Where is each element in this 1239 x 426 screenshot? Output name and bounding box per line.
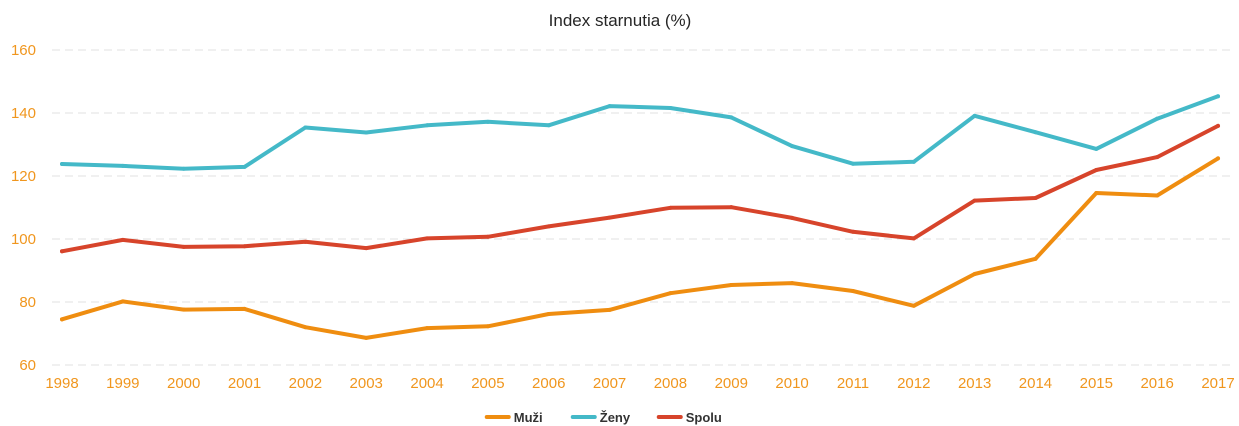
x-tick-label: 2000 xyxy=(167,375,200,392)
data-point xyxy=(546,224,551,229)
data-point xyxy=(668,291,673,296)
x-tick-label: 2011 xyxy=(837,375,869,392)
data-point xyxy=(425,236,430,241)
data-point xyxy=(546,123,551,128)
x-tick-label: 2013 xyxy=(958,375,991,392)
data-point xyxy=(790,144,795,149)
x-tick-label: 2006 xyxy=(532,375,565,392)
data-point xyxy=(364,130,369,135)
data-point xyxy=(1033,130,1038,135)
data-point xyxy=(60,249,64,254)
data-point xyxy=(972,198,977,203)
series-line-1 xyxy=(60,94,1220,171)
x-tick-label: 2001 xyxy=(228,375,261,392)
data-point xyxy=(425,326,430,331)
gridlines xyxy=(52,49,1230,366)
y-tick-label: 140 xyxy=(11,105,36,122)
x-tick-label: 2002 xyxy=(289,375,322,392)
data-point xyxy=(1155,193,1160,198)
x-tick-label: 2008 xyxy=(654,375,687,392)
y-tick-label: 160 xyxy=(11,42,36,59)
x-tick-label: 2005 xyxy=(471,375,504,392)
data-point xyxy=(607,104,612,109)
data-point xyxy=(1155,155,1160,160)
data-point xyxy=(729,282,734,287)
x-tick-label: 1999 xyxy=(106,375,139,392)
data-point xyxy=(303,325,308,330)
data-point xyxy=(181,244,186,249)
data-point xyxy=(60,317,64,322)
data-point xyxy=(790,215,795,220)
legend-label: Spolu xyxy=(686,410,722,425)
series-line-0 xyxy=(60,156,1220,340)
data-point xyxy=(242,164,247,169)
data-point xyxy=(911,236,916,241)
x-tick-label: 2007 xyxy=(593,375,626,392)
data-point xyxy=(242,306,247,311)
data-point xyxy=(181,307,186,312)
x-tick-label: 2017 xyxy=(1201,375,1234,392)
data-point xyxy=(1094,168,1099,173)
data-point xyxy=(1216,156,1220,161)
x-tick-label: 2003 xyxy=(350,375,383,392)
data-point xyxy=(1216,123,1220,128)
series-lines xyxy=(60,94,1220,340)
data-point xyxy=(1033,196,1038,201)
data-point xyxy=(972,113,977,118)
data-point xyxy=(1094,146,1099,151)
data-point xyxy=(120,237,125,242)
legend-label: Ženy xyxy=(600,410,631,425)
x-tick-label: 2015 xyxy=(1080,375,1113,392)
data-point xyxy=(242,244,247,249)
data-point xyxy=(1033,256,1038,261)
x-tick-label: 2014 xyxy=(1019,375,1052,392)
x-axis-ticks: 1998 1999 2000 2001 2002 2003 2004 2005 2006 2007… xyxy=(45,375,1234,392)
data-point xyxy=(1094,191,1099,196)
legend-label: Muži xyxy=(514,410,543,425)
y-axis-ticks: 60 80 100 120 140 160 xyxy=(11,42,36,374)
series-line-2 xyxy=(60,123,1220,254)
data-point xyxy=(668,205,673,210)
data-point xyxy=(1155,116,1160,121)
y-tick-label: 120 xyxy=(11,168,36,185)
x-tick-label: 2012 xyxy=(897,375,930,392)
x-tick-label: 2009 xyxy=(715,375,748,392)
data-point xyxy=(303,125,308,130)
y-tick-label: 80 xyxy=(19,294,36,311)
data-point xyxy=(546,311,551,316)
chart-title: Index starnutia (%) xyxy=(549,11,692,30)
data-point xyxy=(607,307,612,312)
data-point xyxy=(911,159,916,164)
data-point xyxy=(425,123,430,128)
data-point xyxy=(1216,94,1220,99)
data-point xyxy=(850,229,855,234)
data-point xyxy=(729,205,734,210)
x-tick-label: 2010 xyxy=(775,375,808,392)
data-point xyxy=(364,335,369,340)
y-tick-label: 60 xyxy=(19,357,36,374)
data-point xyxy=(850,288,855,293)
legend: Muži Ženy Spolu xyxy=(484,410,722,425)
data-point xyxy=(972,271,977,276)
data-point xyxy=(120,163,125,168)
data-point xyxy=(790,281,795,286)
x-tick-label: 1998 xyxy=(45,375,78,392)
data-point xyxy=(60,162,64,167)
data-point xyxy=(485,324,490,329)
data-point xyxy=(911,303,916,308)
data-point xyxy=(729,115,734,120)
data-point xyxy=(607,215,612,220)
data-point xyxy=(303,239,308,244)
data-point xyxy=(485,119,490,124)
x-tick-label: 2004 xyxy=(410,375,443,392)
data-point xyxy=(181,166,186,171)
x-tick-label: 2016 xyxy=(1140,375,1173,392)
data-point xyxy=(485,234,490,239)
data-point xyxy=(850,161,855,166)
data-point xyxy=(364,246,369,251)
y-tick-label: 100 xyxy=(11,231,36,248)
data-point xyxy=(120,299,125,304)
data-point xyxy=(668,105,673,110)
